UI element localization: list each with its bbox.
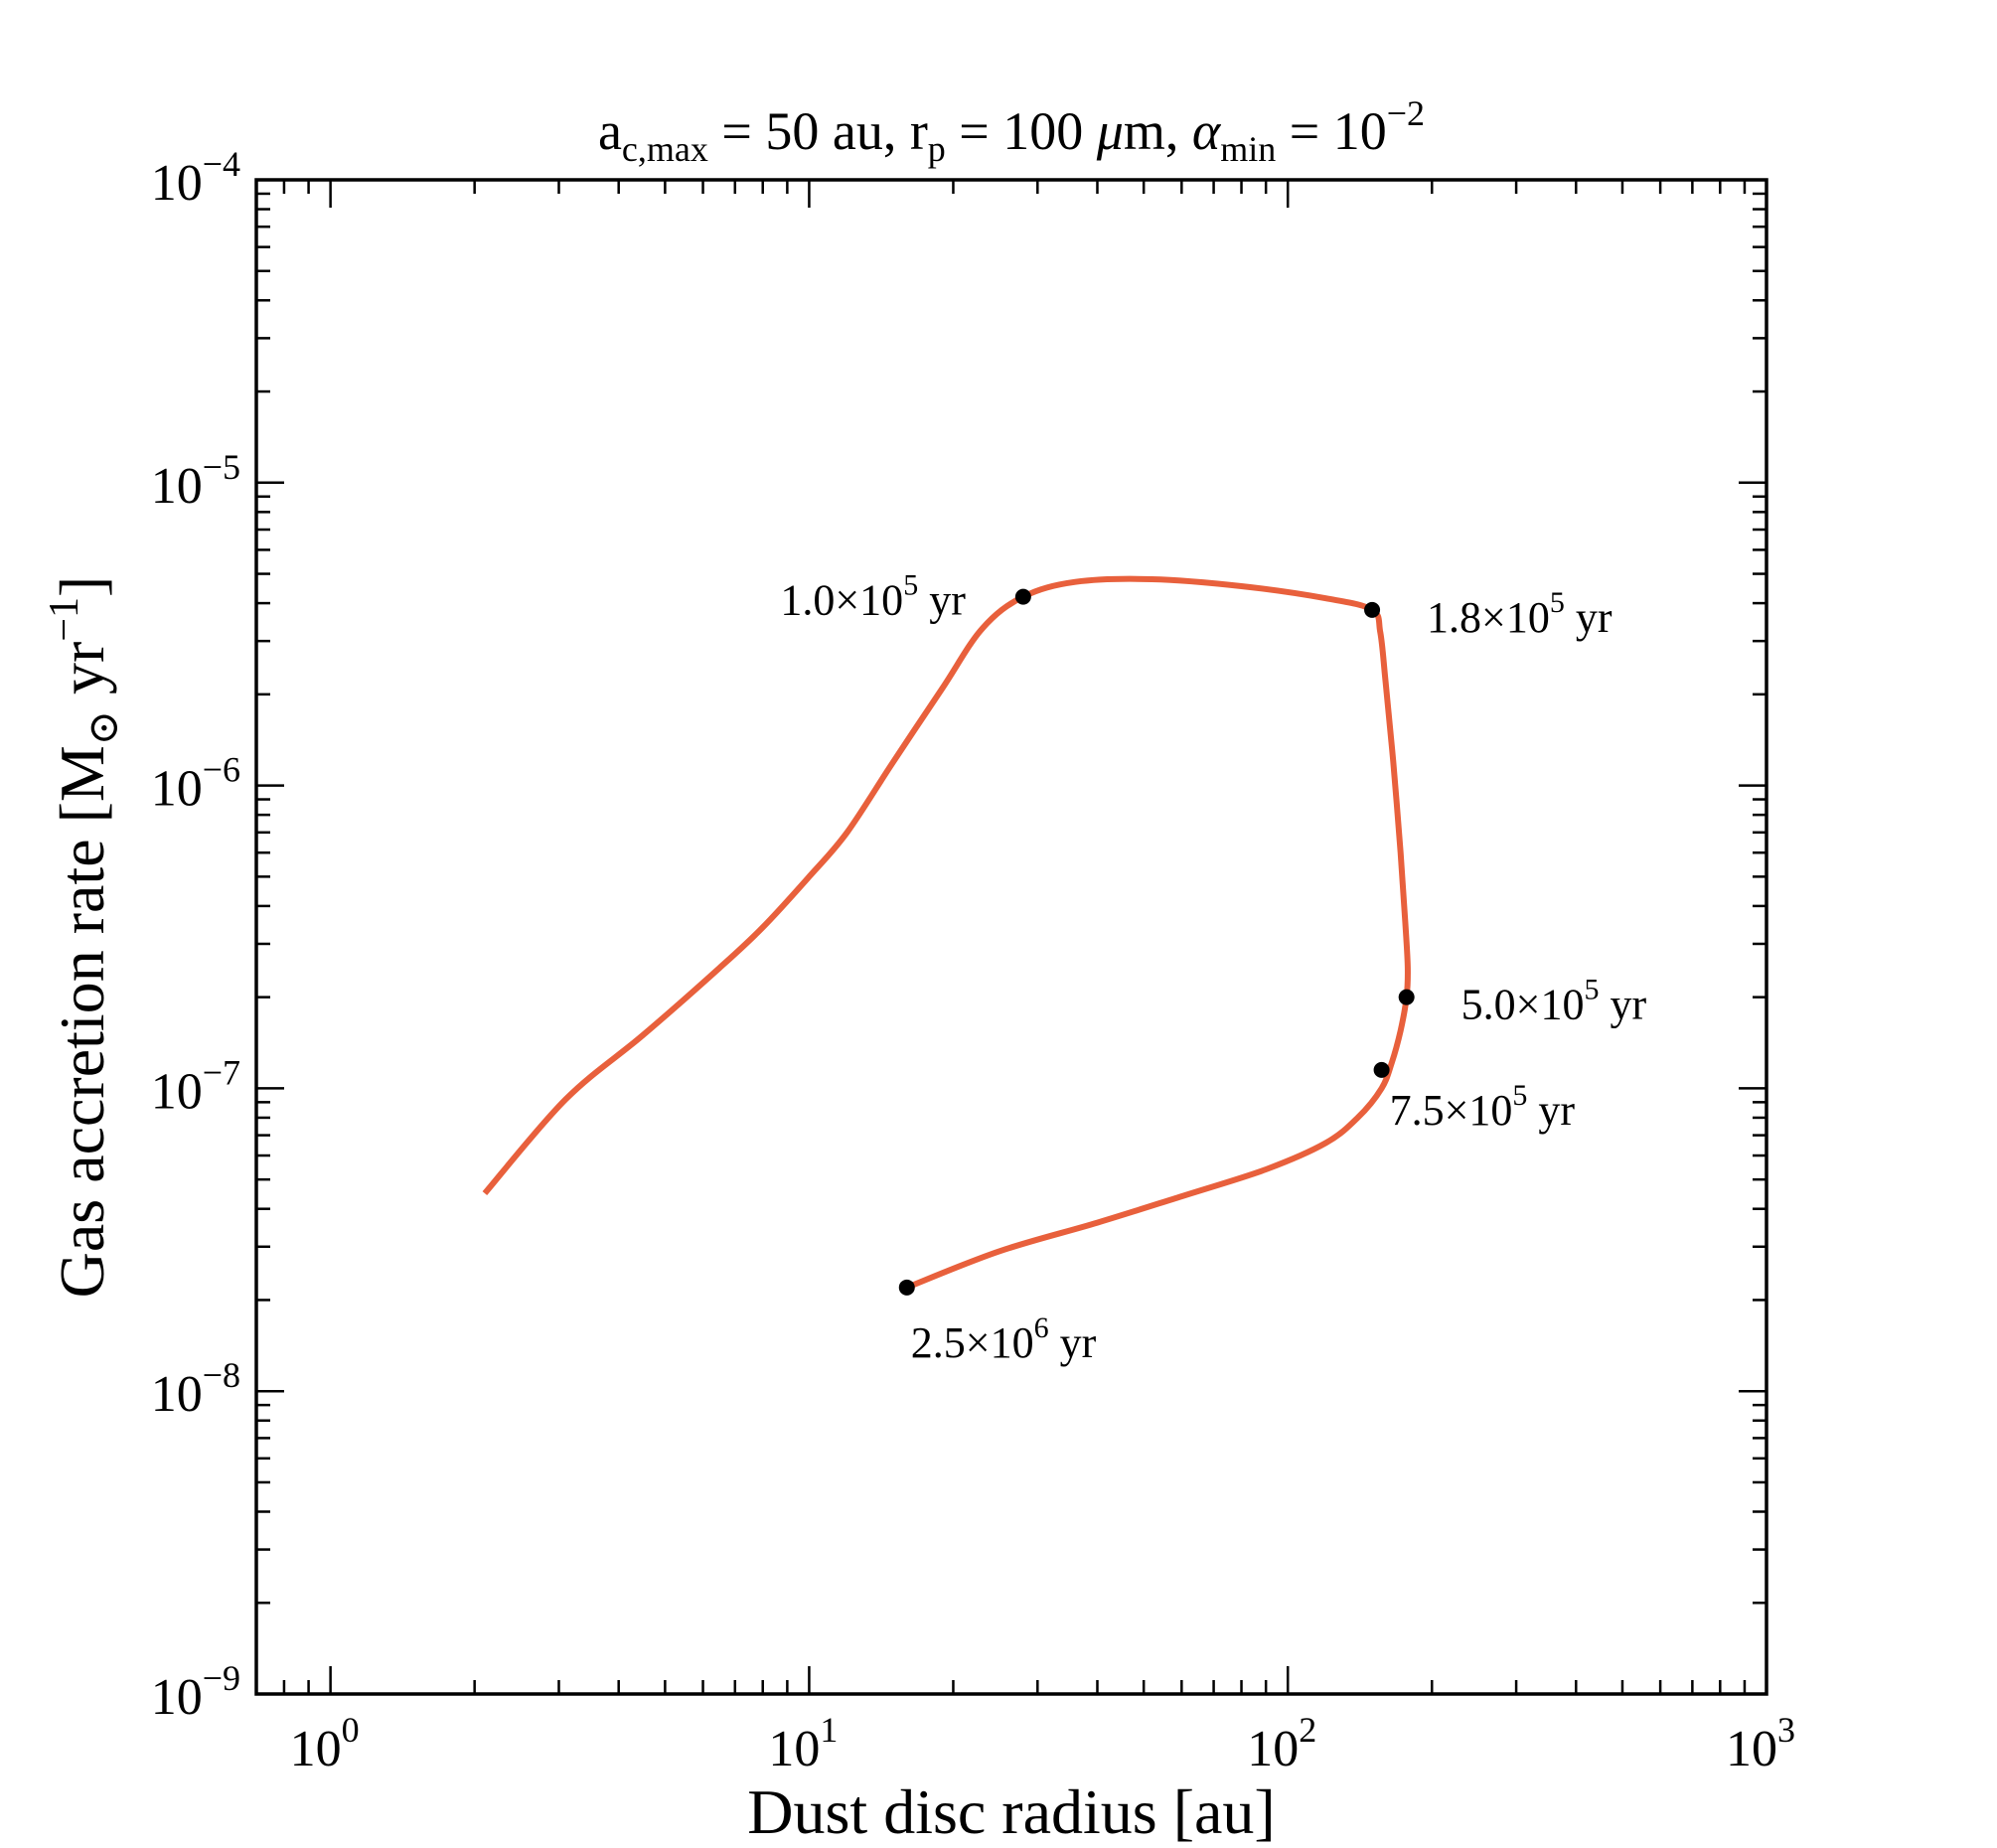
x-tick-label: 103 (1726, 1710, 1795, 1777)
time-marker-dot (898, 1279, 915, 1296)
y-tick-label: 10−5 (151, 447, 240, 515)
time-annotation-label: 7.5×105 yr (1390, 1079, 1576, 1135)
series-line (482, 575, 1411, 1291)
plot-frame (254, 178, 1768, 1696)
y-tick-label: 10−8 (151, 1355, 240, 1423)
axis-ticks (254, 178, 1768, 1696)
x-tick-label: 100 (290, 1710, 360, 1777)
time-annotation-label: 1.0×105 yr (780, 569, 966, 625)
time-annotation-label: 5.0×105 yr (1461, 974, 1647, 1029)
y-tick-label: 10−7 (151, 1052, 240, 1120)
annotation-group: 1.0×105 yr 1.8×105 yr 5.0×105 yr 7.5×105 yr… (780, 569, 1646, 1367)
y-tick-label: 10−4 (151, 144, 240, 212)
y-tick-label: 10−6 (151, 750, 240, 818)
chart-title: ac,max = 50 au, rp = 100 μm, αmin = 10−2 (598, 93, 1425, 169)
time-marker-dot (1398, 989, 1415, 1005)
y-axis-label: Gas accretion rate [M⊙ yr−1] (42, 576, 127, 1299)
x-axis-label: Dust disc radius [au] (747, 1776, 1275, 1847)
x-tick-label: 102 (1247, 1710, 1316, 1777)
x-tick-label: 101 (768, 1710, 838, 1777)
time-annotation-label: 2.5×106 yr (911, 1311, 1097, 1367)
series-group (482, 575, 1411, 1291)
time-marker-dot (1373, 1061, 1390, 1078)
x-tick-labels: 100 101 102 103 (290, 1710, 1795, 1777)
y-tick-labels: 10−9 10−8 10−7 10−6 10−5 10−4 (151, 144, 240, 1726)
time-annotation-label: 1.8×105 yr (1427, 586, 1613, 642)
time-marker-dot (1364, 601, 1381, 618)
y-tick-label: 10−9 (151, 1658, 240, 1726)
time-marker-dot (1014, 588, 1031, 605)
